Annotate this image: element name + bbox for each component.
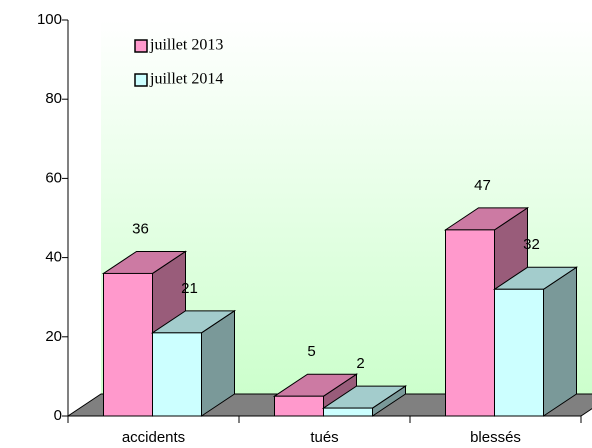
value-label: 47 <box>474 177 491 194</box>
y-tick-label: 20 <box>45 328 62 345</box>
value-label: 5 <box>307 343 315 360</box>
legend-swatch <box>134 39 148 53</box>
x-tick-label: tués <box>310 429 338 446</box>
y-tick-label: 0 <box>54 407 62 424</box>
y-tick-label: 60 <box>45 169 62 186</box>
bar <box>494 288 544 417</box>
legend-label: juillet 2014 <box>149 71 223 88</box>
bar <box>274 395 324 417</box>
bar <box>323 407 373 417</box>
x-tick-label: accidents <box>122 429 185 446</box>
value-label: 36 <box>132 220 149 237</box>
bar-side <box>543 266 577 417</box>
value-label: 21 <box>181 280 198 297</box>
value-label: 32 <box>523 236 540 253</box>
bar <box>445 229 495 417</box>
value-label: 2 <box>356 355 364 372</box>
x-tick-label: blessés <box>470 429 521 446</box>
y-tick-label: 100 <box>37 11 62 28</box>
legend-label: juillet 2013 <box>149 37 223 54</box>
y-tick-label: 40 <box>45 249 62 266</box>
bar <box>152 332 202 417</box>
y-tick-label: 80 <box>45 90 62 107</box>
legend-swatch <box>134 73 148 87</box>
bar <box>103 272 153 417</box>
